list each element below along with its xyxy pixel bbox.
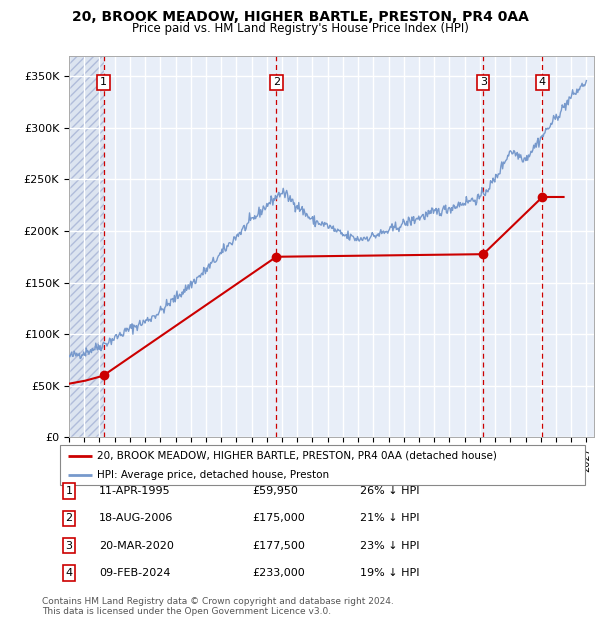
Text: HPI: Average price, detached house, Preston: HPI: Average price, detached house, Pres…	[97, 470, 329, 480]
Text: Price paid vs. HM Land Registry's House Price Index (HPI): Price paid vs. HM Land Registry's House …	[131, 22, 469, 35]
Text: 3: 3	[65, 541, 73, 551]
Text: 2: 2	[273, 78, 280, 87]
Text: 09-FEB-2024: 09-FEB-2024	[99, 568, 170, 578]
Text: 23% ↓ HPI: 23% ↓ HPI	[360, 541, 419, 551]
Text: 26% ↓ HPI: 26% ↓ HPI	[360, 486, 419, 496]
Text: 20-MAR-2020: 20-MAR-2020	[99, 541, 174, 551]
Text: 18-AUG-2006: 18-AUG-2006	[99, 513, 173, 523]
Text: 11-APR-1995: 11-APR-1995	[99, 486, 170, 496]
Text: 4: 4	[65, 568, 73, 578]
Text: This data is licensed under the Open Government Licence v3.0.: This data is licensed under the Open Gov…	[42, 607, 331, 616]
Text: Contains HM Land Registry data © Crown copyright and database right 2024.: Contains HM Land Registry data © Crown c…	[42, 597, 394, 606]
Text: 20, BROOK MEADOW, HIGHER BARTLE, PRESTON, PR4 0AA: 20, BROOK MEADOW, HIGHER BARTLE, PRESTON…	[71, 10, 529, 24]
Text: 19% ↓ HPI: 19% ↓ HPI	[360, 568, 419, 578]
Text: £233,000: £233,000	[252, 568, 305, 578]
Text: 4: 4	[539, 78, 546, 87]
Text: 20, BROOK MEADOW, HIGHER BARTLE, PRESTON, PR4 0AA (detached house): 20, BROOK MEADOW, HIGHER BARTLE, PRESTON…	[97, 451, 497, 461]
Bar	[69, 56, 104, 437]
Text: 21% ↓ HPI: 21% ↓ HPI	[360, 513, 419, 523]
Text: £177,500: £177,500	[252, 541, 305, 551]
Text: 1: 1	[65, 486, 73, 496]
Text: 1: 1	[100, 78, 107, 87]
Text: 3: 3	[480, 78, 487, 87]
Text: £59,950: £59,950	[252, 486, 298, 496]
Text: £175,000: £175,000	[252, 513, 305, 523]
Text: 2: 2	[65, 513, 73, 523]
